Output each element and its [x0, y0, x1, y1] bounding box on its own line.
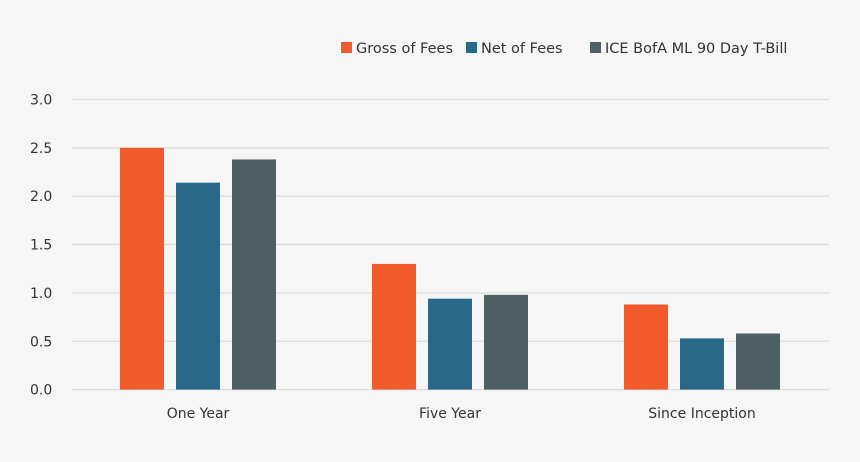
legend-label: Net of Fees	[481, 41, 563, 57]
y-tick-label: 1.5	[30, 238, 52, 254]
bar-gross-of-fees	[120, 147, 164, 390]
legend-label: Gross of Fees	[356, 41, 453, 57]
legend-swatch	[341, 42, 352, 53]
bar-ice-bofa-ml-90-day-t-bill	[736, 333, 780, 390]
x-category-label: Five Year	[419, 406, 481, 422]
bar-gross-of-fees	[624, 304, 668, 390]
bar-ice-bofa-ml-90-day-t-bill	[484, 294, 528, 390]
y-tick-label: 0.0	[30, 383, 52, 399]
legend-label: ICE BofA ML 90 Day T-Bill	[605, 41, 787, 57]
bar-net-of-fees	[176, 182, 220, 390]
y-tick-label: 3.0	[30, 93, 52, 109]
y-tick-label: 2.5	[30, 141, 52, 157]
bar-ice-bofa-ml-90-day-t-bill	[232, 159, 276, 390]
x-category-label: Since Inception	[648, 406, 755, 422]
y-tick-label: 2.0	[30, 189, 52, 205]
x-category-label: One Year	[167, 406, 230, 422]
bar-gross-of-fees	[372, 263, 416, 390]
legend-swatch	[466, 42, 477, 53]
y-tick-label: 1.0	[30, 286, 52, 302]
legend-swatch	[590, 42, 601, 53]
bar-net-of-fees	[428, 298, 472, 390]
bar-net-of-fees	[680, 338, 724, 390]
y-tick-label: 0.5	[30, 334, 52, 350]
